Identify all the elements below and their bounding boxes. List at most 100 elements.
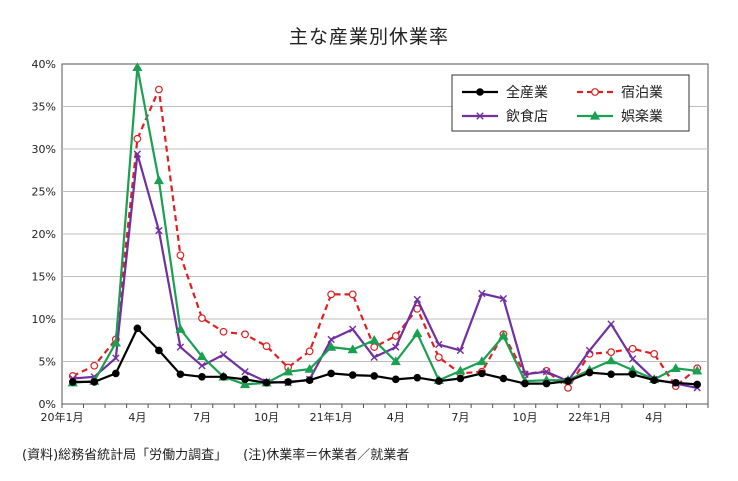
- y-tick-label: 25%: [32, 186, 56, 199]
- x-tick-label: 7月: [193, 411, 211, 424]
- legend-label: 全産業: [506, 84, 548, 101]
- data-point: [112, 354, 120, 362]
- data-point: [591, 88, 599, 96]
- y-tick-label: 10%: [32, 313, 56, 326]
- data-point: [90, 378, 99, 386]
- data-point: [413, 373, 422, 382]
- data-point: [133, 324, 142, 333]
- data-point: [153, 175, 164, 185]
- legend-label: 宿泊業: [621, 84, 663, 101]
- data-point: [349, 325, 357, 333]
- data-point: [391, 332, 400, 340]
- data-point: [155, 226, 163, 235]
- data-point: [132, 62, 143, 72]
- data-point: [198, 373, 206, 381]
- x-tick-label: 10月: [512, 411, 537, 424]
- legend-box: [451, 74, 690, 132]
- data-point: [348, 371, 357, 379]
- data-point: [241, 375, 249, 384]
- legend-label: 飲食店: [506, 108, 548, 125]
- data-point: [607, 320, 615, 328]
- data-point: [499, 294, 508, 303]
- data-point: [564, 377, 572, 385]
- legend-label: 娯楽業: [621, 109, 663, 125]
- data-point: [284, 378, 292, 386]
- data-point: [671, 378, 680, 387]
- data-point: [476, 112, 484, 120]
- data-point: [542, 379, 551, 388]
- data-point: [176, 370, 185, 379]
- data-point: [133, 150, 142, 158]
- data-point: [198, 362, 206, 370]
- data-point: [542, 368, 551, 376]
- data-point: [68, 378, 77, 386]
- data-point: [112, 369, 120, 378]
- x-tick-label: 21年1月: [310, 410, 353, 424]
- note-text: (注)休業率＝休業者／就業者: [243, 448, 410, 463]
- data-point: [476, 88, 484, 96]
- data-point: [262, 342, 271, 351]
- data-point: [498, 330, 509, 340]
- data-point: [369, 335, 380, 344]
- y-tick-label: 5%: [39, 356, 56, 369]
- data-point: [283, 366, 294, 376]
- x-tick-label: 7月: [451, 411, 469, 424]
- x-tick-label: 4月: [645, 411, 663, 424]
- source-note: (資料)総務省統計局「労働力調査」 (注)休業率＝休業者／就業者: [22, 444, 425, 463]
- data-point: [196, 351, 208, 361]
- chart-title: 主な産業別休業率: [288, 26, 449, 48]
- data-point: [370, 343, 379, 351]
- data-point: [90, 361, 99, 370]
- data-point: [219, 327, 228, 336]
- data-point: [455, 365, 466, 375]
- data-point: [456, 346, 465, 355]
- data-point: [564, 383, 572, 392]
- data-point: [434, 353, 443, 362]
- series-line: [72, 66, 698, 386]
- data-point: [326, 341, 337, 351]
- data-point: [435, 377, 443, 385]
- data-point: [607, 370, 615, 379]
- data-point: [413, 295, 421, 304]
- data-point: [521, 379, 529, 388]
- data-point: [606, 355, 617, 365]
- data-point: [628, 355, 637, 363]
- data-point: [478, 289, 486, 298]
- data-point: [110, 337, 121, 347]
- data-point: [239, 379, 251, 389]
- data-point: [305, 347, 314, 356]
- x-tick-label: 20年1月: [41, 410, 84, 424]
- data-point: [347, 344, 358, 354]
- series-line: [72, 88, 698, 389]
- data-point: [650, 376, 658, 385]
- data-point: [262, 378, 271, 387]
- data-point: [392, 343, 400, 351]
- data-point: [670, 363, 681, 372]
- y-tick-label: 30%: [32, 143, 56, 156]
- data-point: [370, 353, 378, 361]
- data-point: [607, 348, 615, 357]
- data-point: [219, 373, 228, 381]
- data-point: [628, 370, 637, 379]
- source-text: (資料)総務省統計局「労働力調査」: [22, 448, 228, 463]
- data-point: [585, 368, 594, 377]
- data-point: [370, 372, 379, 380]
- data-point: [327, 335, 335, 344]
- data-point: [499, 374, 508, 383]
- data-point: [155, 346, 163, 355]
- data-point: [589, 110, 601, 120]
- data-point: [176, 251, 185, 260]
- data-point: [219, 351, 228, 359]
- data-point: [304, 363, 315, 373]
- x-tick-label: 22年1月: [568, 410, 611, 424]
- data-point: [435, 340, 443, 349]
- x-tick-label: 10月: [254, 411, 279, 424]
- data-point: [390, 356, 401, 366]
- x-tick-label: 4月: [387, 411, 405, 424]
- data-point: [348, 290, 357, 299]
- data-point: [154, 85, 163, 94]
- data-point: [628, 344, 637, 353]
- data-point: [175, 323, 186, 333]
